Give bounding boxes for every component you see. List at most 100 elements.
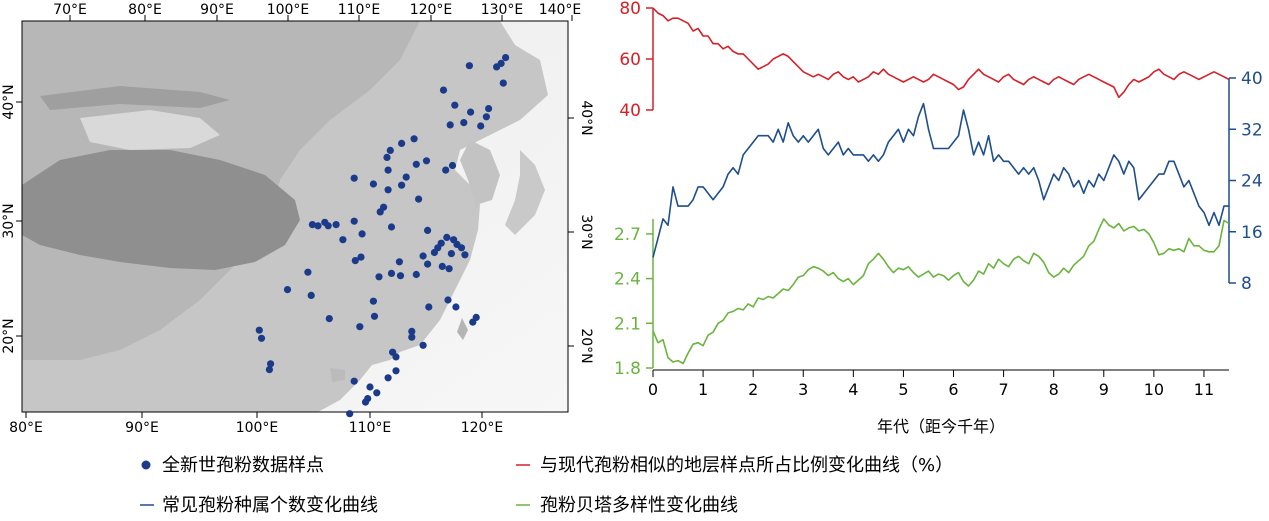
map-panel: 70°E 80°E 90°E 100°E 110°E 120°E 130°E 140°E 80°… — [1, 2, 594, 436]
map-site-dot — [350, 174, 358, 182]
map-site-dot — [376, 208, 384, 216]
map-site-dot — [369, 297, 377, 305]
map-site-dot — [366, 383, 374, 391]
map-left-tick-label: 30°N — [1, 203, 17, 238]
map-top-tick-label: 110°E — [338, 2, 381, 18]
legend-blue-label: 常见孢粉种属个数变化曲线 — [162, 495, 378, 516]
map-site-dot — [387, 223, 396, 231]
map-site-dot — [356, 323, 364, 331]
series-line-2 — [652, 218, 1230, 365]
map-left-tick-label: 20°N — [1, 318, 17, 353]
x-tick-label: 10 — [1144, 380, 1164, 399]
x-tick-label: 1 — [698, 380, 708, 399]
x-tick-label: 0 — [648, 380, 658, 399]
map-site-dot — [469, 318, 477, 326]
map-site-dot — [419, 252, 427, 260]
map-site-dot — [384, 374, 392, 382]
map-site-dot — [410, 135, 418, 143]
series-line-1 — [652, 102, 1229, 258]
chart-axes: 0 1 2 3 4 5 6 7 8 9 10 11 40 60 80 8 16 24 32 40 1.8 2.1 2.4 2.… — [614, 0, 1263, 399]
map-bottom-tick-label: 100°E — [236, 420, 279, 436]
map-site-dot — [384, 166, 392, 174]
legend-green-label: 孢粉贝塔多样性变化曲线 — [540, 495, 738, 516]
chart-panel: 0 1 2 3 4 5 6 7 8 9 10 11 40 60 80 8 16 24 32 40 1.8 2.1 2.4 2.… — [614, 0, 1263, 436]
y-tick-label-1: 16 — [1241, 223, 1263, 243]
map-site-dot — [332, 221, 340, 229]
map-site-dot — [351, 257, 359, 265]
map-bottom-tick-label: 90°E — [125, 420, 159, 436]
legend-dot-marker — [141, 460, 151, 470]
map-top-tick-label: 80°E — [128, 2, 162, 18]
map-site-dot — [369, 180, 377, 188]
map-right-tick-label: 30°N — [578, 214, 594, 249]
map-site-dot — [452, 303, 460, 311]
map-site-dot — [412, 160, 420, 168]
x-tick-label: 11 — [1194, 380, 1214, 399]
map-site-dot — [339, 236, 347, 244]
map-site-dot — [370, 312, 379, 320]
legend: 全新世孢粉数据样点 与现代孢粉相似的地层样点所占比例变化曲线（%） 常见孢粉种属… — [140, 455, 953, 516]
tibetan-plateau — [22, 150, 300, 270]
map-site-dot — [350, 217, 358, 225]
map-site-dot — [308, 221, 316, 229]
map-top-tick-label: 140°E — [539, 2, 582, 18]
map-top-tick-label: 120°E — [410, 2, 453, 18]
map-bottom-tick-label: 120°E — [461, 420, 504, 436]
map-site-dot — [412, 270, 420, 279]
map-site-dot — [324, 222, 332, 230]
map-site-dot — [392, 353, 400, 361]
map-ticks: 70°E 80°E 90°E 100°E 110°E 120°E 130°E 140°E 80°… — [1, 2, 594, 436]
y-tick-label-1: 40 — [1241, 69, 1263, 89]
map-site-dot — [255, 326, 263, 334]
map-site-dot — [346, 410, 354, 418]
map-site-dot — [304, 268, 312, 276]
map-site-dot — [467, 108, 475, 116]
map-site-dot — [477, 122, 485, 130]
map-left-tick-label: 40°N — [1, 84, 17, 119]
map-top-tick-label: 70°E — [53, 2, 87, 18]
tarim-basin — [80, 110, 220, 150]
map-site-dot — [457, 244, 466, 252]
map-site-dot — [408, 327, 416, 335]
map-site-dot — [485, 105, 493, 113]
map-site-dot — [442, 166, 450, 174]
series-line-0 — [652, 7, 1230, 99]
legend-dots-label: 全新世孢粉数据样点 — [162, 455, 324, 476]
legend-red-label: 与现代孢粉相似的地层样点所占比例变化曲线（%） — [540, 455, 953, 476]
map-site-dot — [307, 291, 315, 299]
map-site-dot — [265, 366, 273, 374]
map-top-tick-label: 90°E — [200, 2, 234, 18]
map-site-dot — [398, 181, 406, 189]
y-tick-label-2: 1.8 — [614, 359, 641, 379]
map-site-dot — [438, 262, 446, 270]
map-site-dot — [439, 86, 448, 94]
y-tick-label-0: 40 — [619, 101, 641, 121]
map-site-dot — [350, 377, 358, 385]
map-site-dot — [443, 233, 451, 241]
y-tick-label-1: 8 — [1241, 274, 1252, 294]
map-site-dot — [451, 101, 459, 109]
map-site-dot — [384, 186, 392, 194]
x-axis-title: 年代（距今千年） — [877, 417, 1005, 436]
x-tick-label: 8 — [1049, 380, 1059, 399]
map-site-dot — [461, 251, 469, 259]
map-site-dot — [422, 157, 431, 165]
map-site-dot — [447, 250, 455, 258]
map-site-dot — [424, 226, 432, 234]
y-tick-label-2: 2.4 — [614, 270, 641, 290]
hainan-island — [330, 368, 345, 382]
map-top-tick-label: 100°E — [267, 2, 310, 18]
korean-peninsula — [460, 140, 500, 205]
map-site-dot — [502, 54, 510, 62]
map-site-dot — [396, 272, 405, 280]
map-site-dot — [267, 360, 275, 368]
map-site-dot — [283, 286, 292, 294]
map-site-dot — [402, 173, 410, 181]
x-tick-label: 3 — [798, 380, 808, 399]
map-site-dot — [257, 334, 266, 342]
map-site-dot — [392, 367, 400, 375]
map-site-dot — [424, 260, 432, 268]
y-tick-label-0: 80 — [619, 0, 641, 19]
taiwan-island — [457, 318, 468, 340]
map-frame — [21, 20, 569, 413]
